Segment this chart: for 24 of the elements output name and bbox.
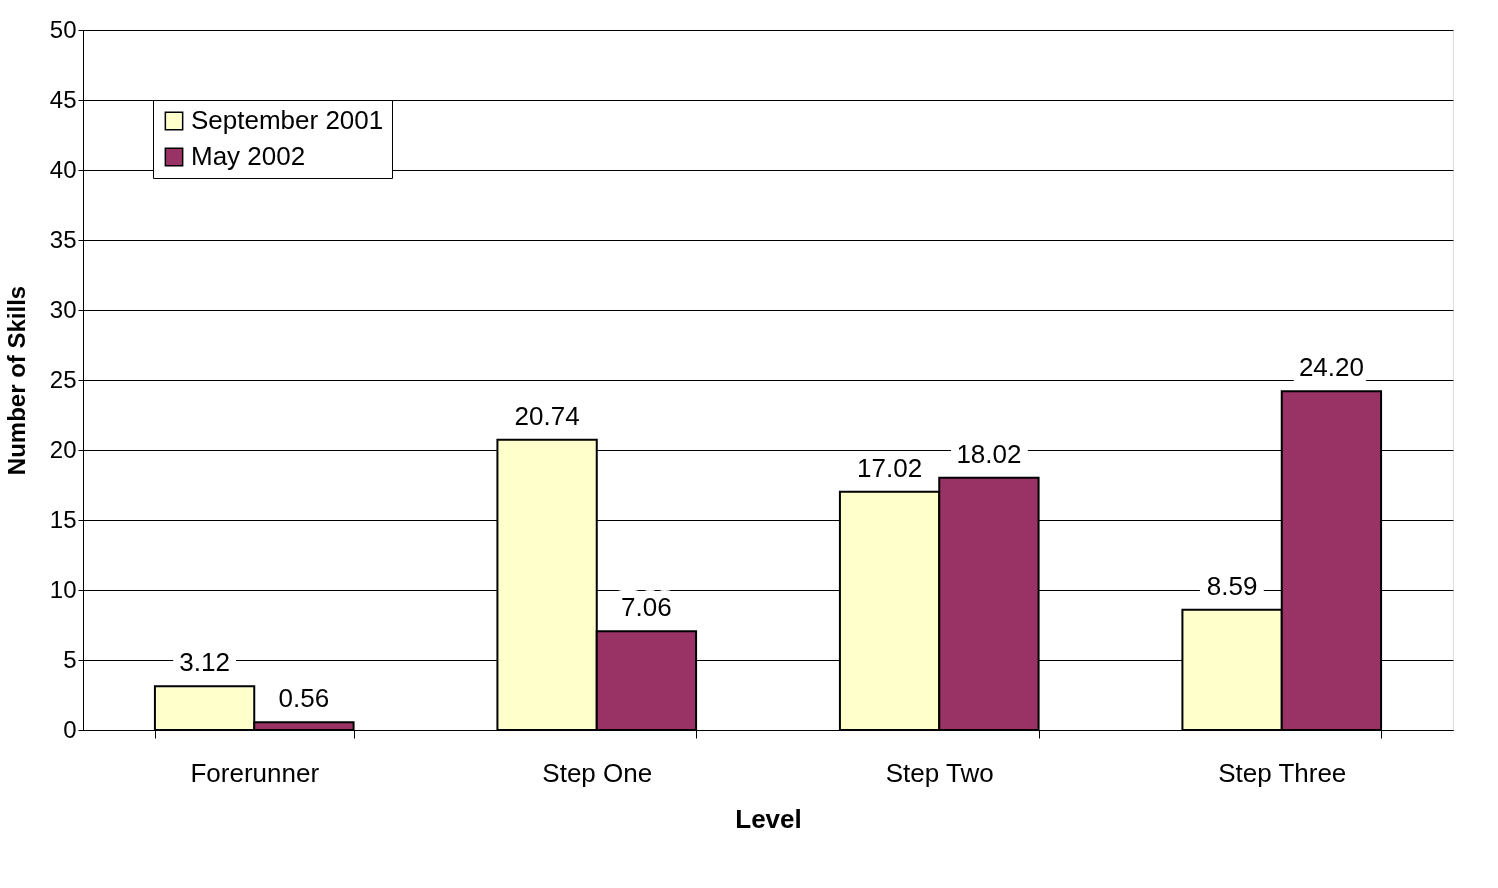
x-tick-label: Step Two (885, 757, 994, 788)
data-label: 7.06 (621, 592, 672, 623)
data-label: 0.56 (278, 683, 330, 714)
x-tick-label: Step One (542, 757, 653, 788)
x-tick-label: Forerunner (190, 757, 320, 788)
legend-label: May 2002 (191, 141, 306, 171)
y-tick-label: 30 (49, 295, 77, 323)
legend-label: September 2001 (191, 105, 384, 135)
y-tick-label: 5 (63, 645, 77, 673)
y-tick-label: 25 (49, 365, 77, 393)
y-tick-label: 10 (49, 575, 77, 603)
y-tick-label: 35 (49, 225, 77, 253)
data-label: 17.02 (857, 452, 923, 483)
y-tick-label: 40 (49, 155, 77, 183)
y-tick-label: 20 (49, 435, 77, 463)
data-label: 20.74 (514, 400, 580, 431)
y-axis-title: Number of Skills (2, 285, 30, 476)
x-tick-label: Step Three (1218, 757, 1347, 788)
data-label: 24.20 (1298, 352, 1364, 383)
y-tick-label: 50 (49, 15, 77, 43)
y-tick-label: 0 (63, 715, 77, 743)
y-tick-label: 15 (49, 505, 77, 533)
y-tick-label: 45 (49, 85, 77, 113)
x-axis-title: Level (735, 803, 802, 834)
